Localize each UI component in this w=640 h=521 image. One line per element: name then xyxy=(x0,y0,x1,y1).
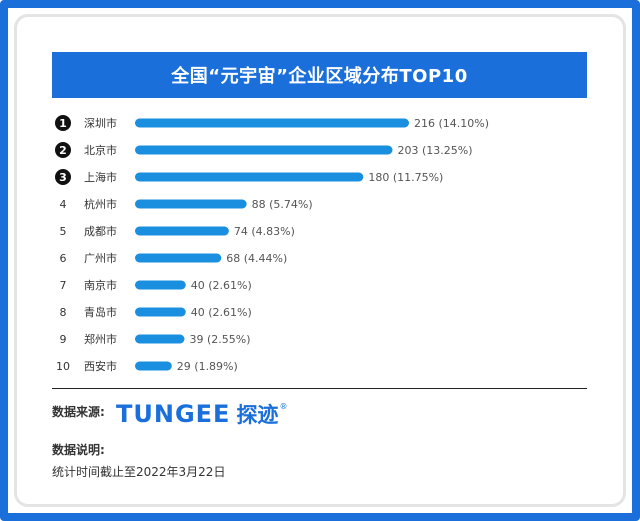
brand-name-en: TUNGEE xyxy=(116,400,231,428)
bar xyxy=(135,280,186,290)
bar-row: 5 成都市 74 (4.83%) xyxy=(60,224,295,238)
value-label: 203 (13.25%) xyxy=(398,144,473,157)
bar-row: 8 青岛市 40 (2.61%) xyxy=(60,305,252,319)
bar xyxy=(135,226,229,236)
category-label: 郑州市 xyxy=(84,332,117,346)
bar-row: 6 广州市 68 (4.44%) xyxy=(60,251,288,265)
rank-number: 7 xyxy=(60,279,67,292)
rank-number: 4 xyxy=(60,198,67,211)
bar xyxy=(135,253,222,263)
value-label: 39 (2.55%) xyxy=(189,333,250,346)
bar-row: 2 北京市 203 (13.25%) xyxy=(55,142,473,158)
bar xyxy=(135,172,364,182)
chart-title-text: 全国“元宇宙”企业区域分布TOP10 xyxy=(171,66,468,87)
rank-number: 3 xyxy=(59,171,67,184)
category-label: 西安市 xyxy=(84,359,117,373)
bar xyxy=(135,145,393,155)
note-label: 数据说明: xyxy=(52,443,105,457)
brand-logo: TUNGEE 探迹 ® xyxy=(116,398,287,430)
category-label: 广州市 xyxy=(84,251,117,265)
rank-number: 5 xyxy=(60,225,67,238)
rank-number: 8 xyxy=(60,306,67,319)
registered-mark: ® xyxy=(279,402,288,411)
bar xyxy=(135,199,247,209)
category-label: 北京市 xyxy=(84,143,117,157)
rank-number: 10 xyxy=(56,360,70,373)
footer-divider xyxy=(52,388,587,389)
bar-row: 9 郑州市 39 (2.55%) xyxy=(60,332,251,346)
brand-name-cn: 探迹 xyxy=(236,403,279,427)
bar xyxy=(135,361,172,371)
rank-number: 2 xyxy=(59,144,67,157)
rank-badge xyxy=(55,115,71,131)
bar-row: 4 杭州市 88 (5.74%) xyxy=(60,197,313,211)
value-label: 74 (4.83%) xyxy=(234,225,295,238)
bar xyxy=(135,334,185,344)
value-label: 68 (4.44%) xyxy=(226,252,287,265)
category-label: 青岛市 xyxy=(84,305,117,319)
value-label: 180 (11.75%) xyxy=(368,171,443,184)
category-label: 上海市 xyxy=(84,170,117,184)
bar xyxy=(135,307,186,317)
category-label: 南京市 xyxy=(84,278,117,292)
value-label: 40 (2.61%) xyxy=(191,306,252,319)
category-label: 深圳市 xyxy=(84,116,117,130)
source-label: 数据来源: xyxy=(52,405,105,419)
value-label: 40 (2.61%) xyxy=(191,279,252,292)
note-text: 统计时间截止至2022年3月22日 xyxy=(52,465,226,479)
bar-row: 1 深圳市 216 (14.10%) xyxy=(55,115,489,131)
rank-number: 1 xyxy=(59,117,67,130)
category-label: 成都市 xyxy=(84,224,117,238)
value-label: 216 (14.10%) xyxy=(414,117,489,130)
rank-badge xyxy=(55,169,71,185)
bar-row: 7 南京市 40 (2.61%) xyxy=(60,278,252,292)
value-label: 88 (5.74%) xyxy=(252,198,313,211)
rank-number: 6 xyxy=(60,252,67,265)
value-label: 29 (1.89%) xyxy=(177,360,238,373)
bar-row: 3 上海市 180 (11.75%) xyxy=(55,169,443,185)
category-label: 杭州市 xyxy=(84,197,117,211)
bar-row: 10 西安市 29 (1.89%) xyxy=(56,359,238,373)
chart-title: 全国“元宇宙”企业区域分布TOP10 xyxy=(52,52,587,98)
rank-number: 9 xyxy=(60,333,67,346)
bar xyxy=(135,118,409,128)
rank-badge xyxy=(55,142,71,158)
